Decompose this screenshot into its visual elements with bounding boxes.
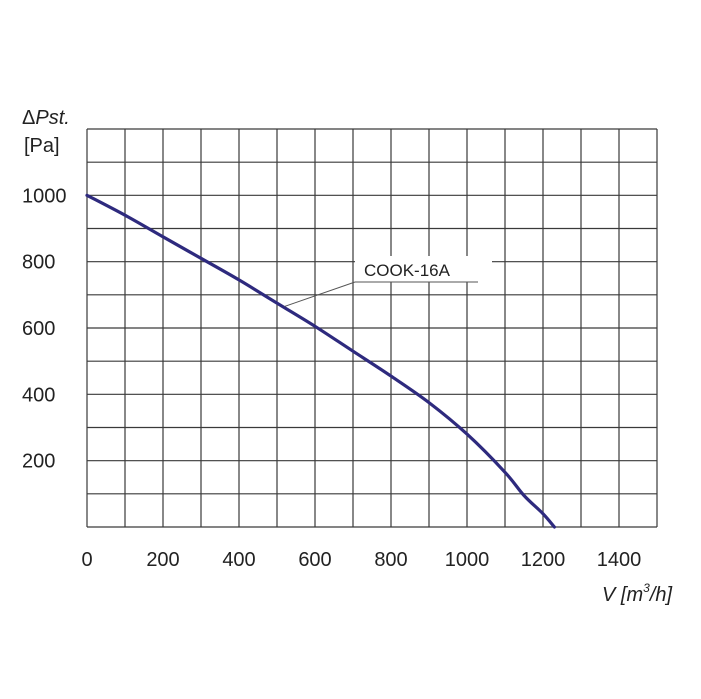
- annotation-leader: [284, 281, 356, 307]
- annotation-bg: [355, 256, 492, 282]
- y-axis-label-symbol: Δ: [22, 107, 35, 129]
- y-axis-label: ΔPst.: [22, 107, 70, 129]
- x-tick-label: 800: [374, 549, 407, 571]
- x-tick-label: 1200: [521, 549, 566, 571]
- grid: [86, 128, 658, 528]
- y-tick-label: 400: [22, 384, 55, 406]
- x-tick-label: 600: [298, 549, 331, 571]
- y-axis-unit: [Pa]: [24, 135, 60, 157]
- x-tick-label: 400: [222, 549, 255, 571]
- y-tick-label: 600: [22, 318, 55, 340]
- x-tick-label: 0: [81, 549, 92, 571]
- x-axis-label-text: V [m: [602, 584, 643, 606]
- x-tick-label: 1000: [445, 549, 490, 571]
- annotation-label: COOK-16A: [364, 261, 451, 280]
- y-tick-label: 1000: [22, 185, 67, 207]
- annotation-layer: COOK-16A: [284, 256, 492, 307]
- y-axis-label-text: Pst.: [35, 107, 69, 129]
- x-axis-label-tail: /h]: [648, 584, 673, 606]
- tick-labels: 0 200 400 600 800 1000 1200 1400 200 400 600 800 100…: [22, 185, 641, 571]
- x-tick-label: 1400: [597, 549, 642, 571]
- y-tick-label: 200: [22, 451, 55, 473]
- y-tick-label: 800: [22, 252, 55, 274]
- x-axis-label: V [m3/h]: [602, 581, 672, 606]
- series-layer: [85, 193, 556, 529]
- series-line-cook-16a: [85, 193, 556, 529]
- x-tick-label: 200: [146, 549, 179, 571]
- x-axis-label-sup: 3: [643, 581, 650, 595]
